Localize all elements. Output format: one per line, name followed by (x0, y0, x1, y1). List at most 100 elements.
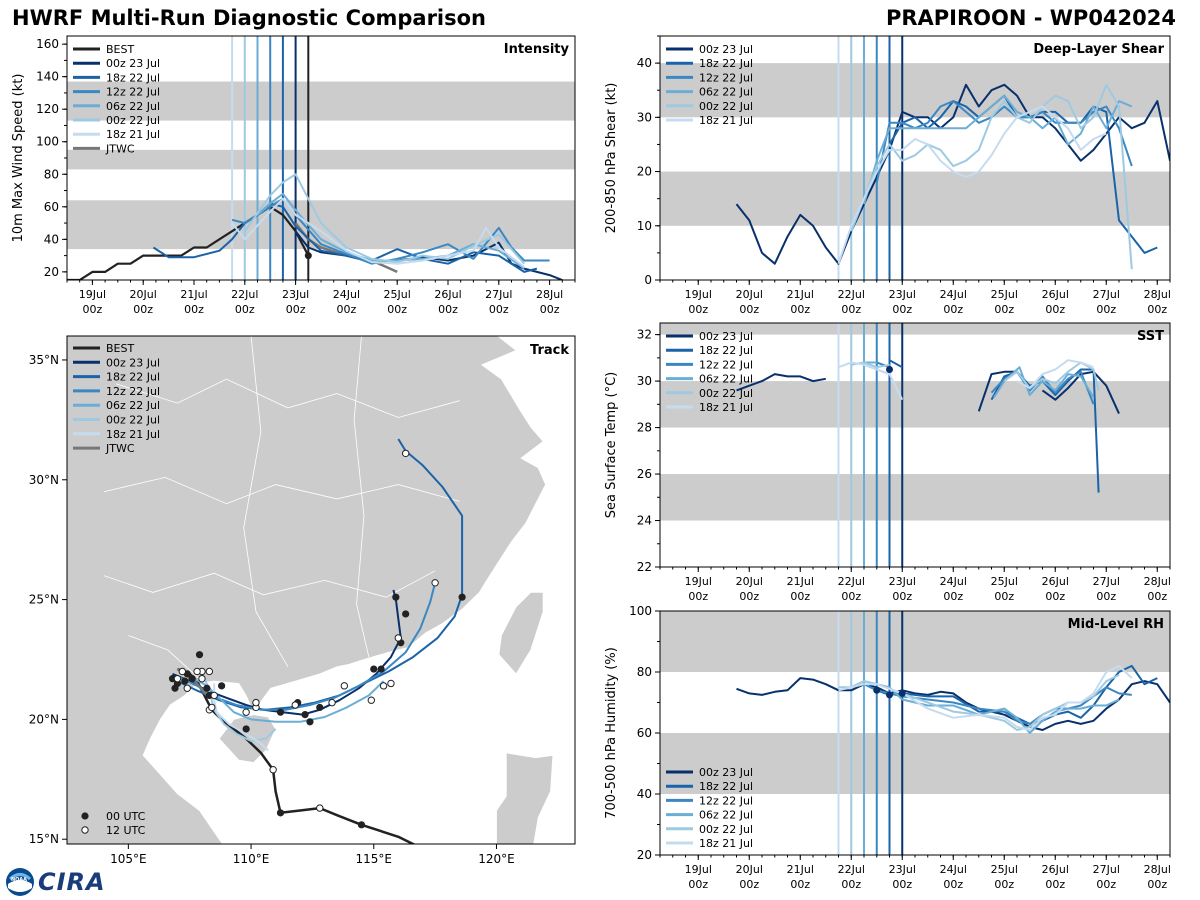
x-tick-label: 27Jul (1093, 575, 1120, 588)
y-tick-label: 20°N (29, 712, 59, 726)
legend-label: JTWC (105, 142, 135, 155)
panel-title: SST (1137, 329, 1164, 344)
legend-label: 00z 22 Jul (106, 414, 160, 427)
mainland-asia (67, 336, 547, 844)
x-tick-label: 23Jul (889, 575, 916, 588)
x-tick-label: 00z (892, 878, 912, 891)
series-line (850, 83, 1133, 270)
position-00utc-marker (370, 665, 378, 673)
data-point-marker (886, 691, 893, 699)
x-tick-label: 25Jul (991, 575, 1018, 588)
x-tick-label: 20Jul (736, 863, 763, 876)
legend-label: 00z 23 Jul (699, 330, 753, 343)
position-00utc-marker (203, 684, 211, 692)
position-00utc-marker (392, 593, 400, 601)
position-12utc-marker (269, 766, 277, 774)
axes-frame (66, 335, 576, 845)
x-tick-label: 00z (841, 878, 861, 891)
position-00utc-marker (357, 821, 366, 829)
legend-00utc-marker (81, 812, 89, 820)
legend-label: 18z 22 Jul (699, 57, 753, 70)
position-12utc-marker (291, 701, 299, 709)
x-tick-label: 00z (1045, 590, 1065, 603)
x-tick-label: 00z (790, 878, 810, 891)
panel-title: Intensity (504, 42, 570, 57)
storm-identifier: PRAPIROON - WP042024 (885, 6, 1176, 30)
x-tick-label: 24Jul (940, 288, 967, 301)
legend-label: 12z 22 Jul (106, 385, 160, 398)
x-tick-label: 00z (1045, 303, 1065, 316)
legend-label: 00z 22 Jul (106, 114, 160, 127)
x-tick-label: 26Jul (1042, 863, 1069, 876)
x-tick-label: 20Jul (736, 288, 763, 301)
shaded-band (660, 323, 1170, 335)
position-12utc-marker (340, 682, 349, 690)
x-tick-label: 00z (83, 303, 103, 316)
legend-label: 18z 22 Jul (699, 344, 753, 357)
position-00utc-marker (195, 651, 204, 659)
taiwan-island (498, 592, 544, 675)
series-line (838, 664, 1133, 731)
rh-panel: 20 40 60 80 100 19Jul 00z 20Jul 00z 21Jul 00z 22Jul… (604, 604, 1171, 891)
x-tick-label: 28Jul (536, 288, 563, 301)
series-line (977, 370, 1017, 412)
position-12utc-marker (198, 674, 206, 683)
x-tick-label: 115°E (356, 852, 393, 866)
series-line (152, 202, 538, 273)
x-tick-label: 23Jul (282, 288, 309, 301)
shaded-band (660, 733, 1170, 794)
legend-label: 18z 21 Jul (106, 428, 160, 441)
y-axis-label: Sea Surface Temp (°C) (604, 372, 619, 519)
series-line (736, 373, 826, 392)
y-tick-label: 160 (36, 37, 59, 51)
x-tick-label: 00z (1147, 303, 1167, 316)
legend-label: 00z 23 Jul (106, 356, 160, 369)
position-12utc-marker (367, 696, 376, 704)
y-tick-label: 10 (637, 219, 652, 233)
x-tick-label: 00z (133, 303, 153, 316)
legend-label: 18z 22 Jul (699, 780, 753, 793)
x-tick-label: 00z (286, 303, 306, 316)
y-tick-label: 20 (44, 265, 59, 279)
x-tick-label: 24Jul (333, 288, 360, 301)
legend-label: 00z 23 Jul (699, 766, 753, 779)
x-tick-label: 26Jul (1042, 575, 1069, 588)
position-12utc-marker (173, 674, 182, 683)
x-tick-label: 00z (1096, 303, 1116, 316)
legend-label: 00z 23 Jul (106, 57, 160, 70)
y-tick-label: 40 (637, 56, 652, 70)
x-tick-label: 23Jul (889, 288, 916, 301)
intensity-panel: 20 40 60 80 100 120 140 160 19Jul 00z 20Jul 00z 21Ju… (11, 35, 576, 316)
position-12utc-marker (401, 449, 410, 458)
legend-label: JTWC (105, 442, 135, 455)
position-12utc-marker (242, 708, 250, 716)
x-tick-label: 00z (943, 590, 963, 603)
legend-label: 06z 22 Jul (699, 809, 753, 822)
panel-title: Deep-Layer Shear (1033, 42, 1164, 57)
y-tick-label: 30 (637, 374, 652, 388)
shaded-band (67, 149, 575, 170)
series-line (850, 680, 1120, 734)
legend-label: 12z 22 Jul (699, 794, 753, 807)
x-tick-label: 26Jul (434, 288, 461, 301)
y-axis-label: 200-850 hPa Shear (kt) (604, 83, 619, 234)
y-tick-label: 30°N (29, 473, 59, 487)
position-00utc-marker (171, 684, 179, 692)
x-tick-label: 28Jul (1144, 288, 1171, 301)
shaded-band (660, 381, 1170, 428)
position-00utc-marker (458, 593, 466, 601)
x-tick-label: 00z (1096, 590, 1116, 603)
legend-label: 00z 22 Jul (699, 823, 753, 836)
position-12utc-marker (205, 667, 214, 676)
position-00utc-marker (188, 675, 196, 683)
x-tick-label: 00z (943, 878, 963, 891)
x-tick-label: 00z (943, 303, 963, 316)
x-tick-label: 27Jul (1093, 863, 1120, 876)
x-tick-label: 21Jul (180, 288, 207, 301)
legend-label: 18z 21 Jul (699, 837, 753, 850)
x-tick-label: 28Jul (1144, 575, 1171, 588)
y-tick-label: 140 (36, 70, 59, 84)
map-area (67, 336, 575, 844)
page-title: HWRF Multi-Run Diagnostic Comparison (12, 6, 487, 30)
x-tick-label: 19Jul (685, 575, 712, 588)
